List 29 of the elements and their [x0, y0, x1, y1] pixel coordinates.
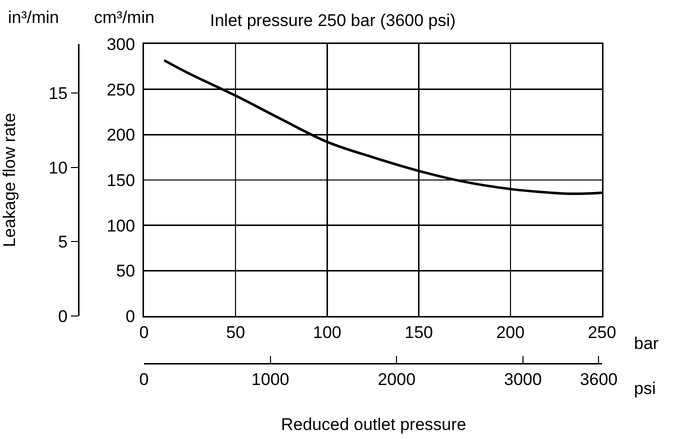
x-tick-label: 200	[496, 322, 525, 342]
y2-tick-label: 15	[48, 84, 68, 103]
x-tick-label: 50	[226, 322, 246, 342]
text: in³/min	[8, 8, 60, 27]
x-tick-label: 100	[313, 322, 342, 342]
y-tick-label: 0	[126, 306, 136, 326]
y-tick-label: 250	[106, 80, 136, 100]
x-tick-label: 0	[139, 322, 149, 342]
y-tick-label: 50	[116, 262, 136, 281]
x-tick-label: 150	[404, 322, 433, 342]
x-tick-label: 250	[588, 322, 616, 342]
x2-tick-label: 3000	[504, 370, 542, 389]
x2-tick-label: 3600	[580, 370, 618, 389]
y-tick-label: 100	[106, 216, 136, 236]
x2-tick-label: 2000	[378, 370, 416, 389]
y2-tick-label: 10	[48, 158, 68, 178]
y-tick-label: 150	[106, 170, 136, 190]
x-axis-title: Reduced outlet pressure	[281, 415, 466, 434]
text: bar	[634, 334, 659, 353]
chart-title: Inlet pressure 250 bar (3600 psi)	[210, 10, 456, 30]
y-tick-label: 200	[106, 126, 136, 145]
y-tick-label: 300	[106, 34, 136, 54]
x2-tick-label: 0	[139, 370, 149, 389]
x2-tick-label: 1000	[251, 370, 290, 389]
y2-tick-label: 5	[58, 232, 68, 252]
y2-tick-label: 0	[58, 306, 68, 326]
text: cm³/min	[94, 8, 154, 27]
y2-axis-title: Leakage flow rate	[0, 112, 19, 248]
text: psi	[634, 379, 656, 398]
